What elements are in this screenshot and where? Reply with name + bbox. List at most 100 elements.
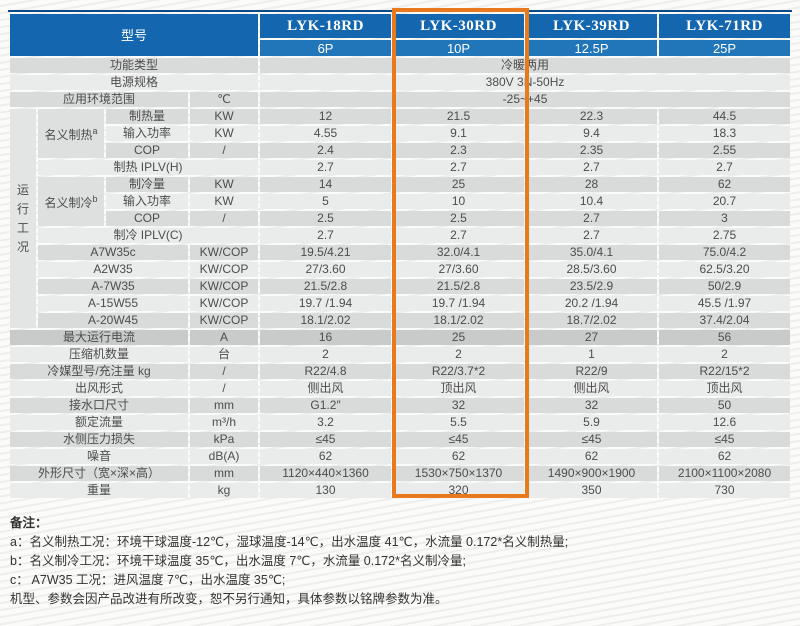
spec-row: A-20W45 KW/COP 18.1/2.02 18.1/2.02 18.7/2.02… [10, 313, 791, 328]
value-cell: 28 [526, 177, 658, 192]
unit-cell: kPa [190, 432, 259, 447]
value-cell: 1490×900×1900 [526, 466, 658, 481]
spec-row: 接水口尺寸 mm G1.2″ 32 32 50 [10, 398, 791, 413]
spec-row: 外形尺寸（宽×深×高） mm 1120×440×1360 1530×750×1370 1… [10, 466, 791, 481]
row-value-span: 冷暖两用 [260, 58, 791, 73]
row-label: 水侧压力损失 [10, 432, 188, 447]
value-cell: 23.5/2.9 [526, 279, 658, 294]
spec-table: 型号 LYK-18RD LYK-30RD LYK-39RD LYK-71RD 6… [8, 12, 792, 500]
value-cell: 19.5/4.21 [260, 245, 392, 260]
spec-row: 冷媒型号/充注量 kg / R22/4.8 R22/3.7*2 R22/9 R22/15*… [10, 364, 791, 379]
value-cell: 730 [659, 483, 791, 498]
spec-row: COP/2.4 2.3 2.35 2.55 [10, 143, 791, 158]
value-cell: 45.5 /1.97 [659, 296, 791, 311]
value-cell: 27 [526, 330, 658, 345]
row-label: 功能类型 [10, 58, 259, 73]
value-cell: 18.1/2.02 [393, 313, 525, 328]
value-cell: 50/2.9 [659, 279, 791, 294]
value-cell: 350 [526, 483, 658, 498]
spec-row: A-15W55 KW/COP 19.7 /1.94 19.7 /1.94 20.2 /1… [10, 296, 791, 311]
header-row-horsepower: 6P 10P 12.5P 25P [10, 40, 791, 56]
spec-row: 额定流量 m³/h 3.2 5.5 5.9 12.6 [10, 415, 791, 430]
table-top-edge [8, 10, 792, 12]
value-cell: 62 [526, 449, 658, 464]
value-cell: 12 [260, 109, 392, 124]
value-cell: 28.5/3.60 [526, 262, 658, 277]
unit-cell: KW [190, 194, 259, 209]
value-cell: 顶出风 [393, 381, 525, 396]
value-cell: 16 [260, 330, 392, 345]
value-cell: 32 [526, 398, 658, 413]
value-cell: 1 [526, 347, 658, 362]
spec-row: A-7W35 KW/COP 21.5/2.8 21.5/2.8 23.5/2.9 50/2… [10, 279, 791, 294]
value-cell: 21.5/2.8 [260, 279, 392, 294]
spec-row: 制冷 IPLV(C) 2.7 2.7 2.7 2.75 [10, 228, 791, 243]
value-cell: 2.7 [526, 211, 658, 226]
row-label: 制冷量 [106, 177, 188, 192]
value-cell: 62 [659, 177, 791, 192]
value-cell: 130 [260, 483, 392, 498]
value-cell: 2.35 [526, 143, 658, 158]
row-label: 重量 [10, 483, 188, 498]
spec-table-container: 型号 LYK-18RD LYK-30RD LYK-39RD LYK-71RD 6… [8, 8, 792, 500]
value-cell: 62 [260, 449, 392, 464]
row-label: A2W35 [38, 262, 188, 277]
value-cell: ≤45 [526, 432, 658, 447]
spec-row: 出风形式 / 侧出风 顶出风 侧出风 顶出风 [10, 381, 791, 396]
value-cell: 62 [659, 449, 791, 464]
row-label: 制冷 IPLV(C) [38, 228, 259, 243]
row-label: 外形尺寸（宽×深×高） [10, 466, 188, 481]
value-cell: 1530×750×1370 [393, 466, 525, 481]
value-cell: 2.5 [260, 211, 392, 226]
value-cell: 12.6 [659, 415, 791, 430]
row-label: 噪音 [10, 449, 188, 464]
value-cell: 2100×1100×2080 [659, 466, 791, 481]
value-cell: 2.7 [526, 228, 658, 243]
value-cell: 2.7 [659, 160, 791, 175]
unit-cell: dB(A) [190, 449, 259, 464]
row-label: 电源规格 [10, 75, 259, 90]
value-cell: 25 [393, 330, 525, 345]
value-cell: 2.7 [393, 228, 525, 243]
value-cell: R22/3.7*2 [393, 364, 525, 379]
unit-cell: A [190, 330, 259, 345]
value-cell: 37.4/2.04 [659, 313, 791, 328]
value-cell: 9.4 [526, 126, 658, 141]
row-value-span: -25~+45 [260, 92, 791, 107]
row-label: A7W35c [38, 245, 188, 260]
value-cell: ≤45 [260, 432, 392, 447]
row-label: 额定流量 [10, 415, 188, 430]
unit-cell: mm [190, 466, 259, 481]
row-label: A-7W35 [38, 279, 188, 294]
spec-row: 压缩机数量台 2 2 1 2 [10, 347, 791, 362]
value-cell: 5 [260, 194, 392, 209]
value-cell: 2.7 [393, 160, 525, 175]
value-cell: 2.5 [393, 211, 525, 226]
value-cell: 19.7 /1.94 [260, 296, 392, 311]
value-cell: 2.7 [260, 160, 392, 175]
row-label: 接水口尺寸 [10, 398, 188, 413]
value-cell: 2.75 [659, 228, 791, 243]
value-cell: 27/3.60 [393, 262, 525, 277]
model-header-lyk-18rd: LYK-18RD [260, 14, 392, 38]
value-cell: 18.7/2.02 [526, 313, 658, 328]
value-cell: 320 [393, 483, 525, 498]
value-cell: 50 [659, 398, 791, 413]
value-cell: ≤45 [659, 432, 791, 447]
value-cell: 20.7 [659, 194, 791, 209]
unit-cell: ℃ [190, 92, 259, 107]
value-cell: 35.0/4.1 [526, 245, 658, 260]
spec-row: 输入功率 KW 5 10 10.4 20.7 [10, 194, 791, 209]
value-cell: 75.0/4.2 [659, 245, 791, 260]
row-label: COP [106, 143, 188, 158]
row-label: 出风形式 [10, 381, 188, 396]
unit-cell: KW/COP [190, 262, 259, 277]
unit-cell: KW/COP [190, 245, 259, 260]
row-label: 应用环境范围 [10, 92, 188, 107]
value-cell: R22/9 [526, 364, 658, 379]
hp-header-lyk-30rd: 10P [393, 40, 525, 56]
value-cell: 10 [393, 194, 525, 209]
unit-cell: KW [190, 177, 259, 192]
spec-row: 噪音 dB(A) 62 62 62 62 [10, 449, 791, 464]
